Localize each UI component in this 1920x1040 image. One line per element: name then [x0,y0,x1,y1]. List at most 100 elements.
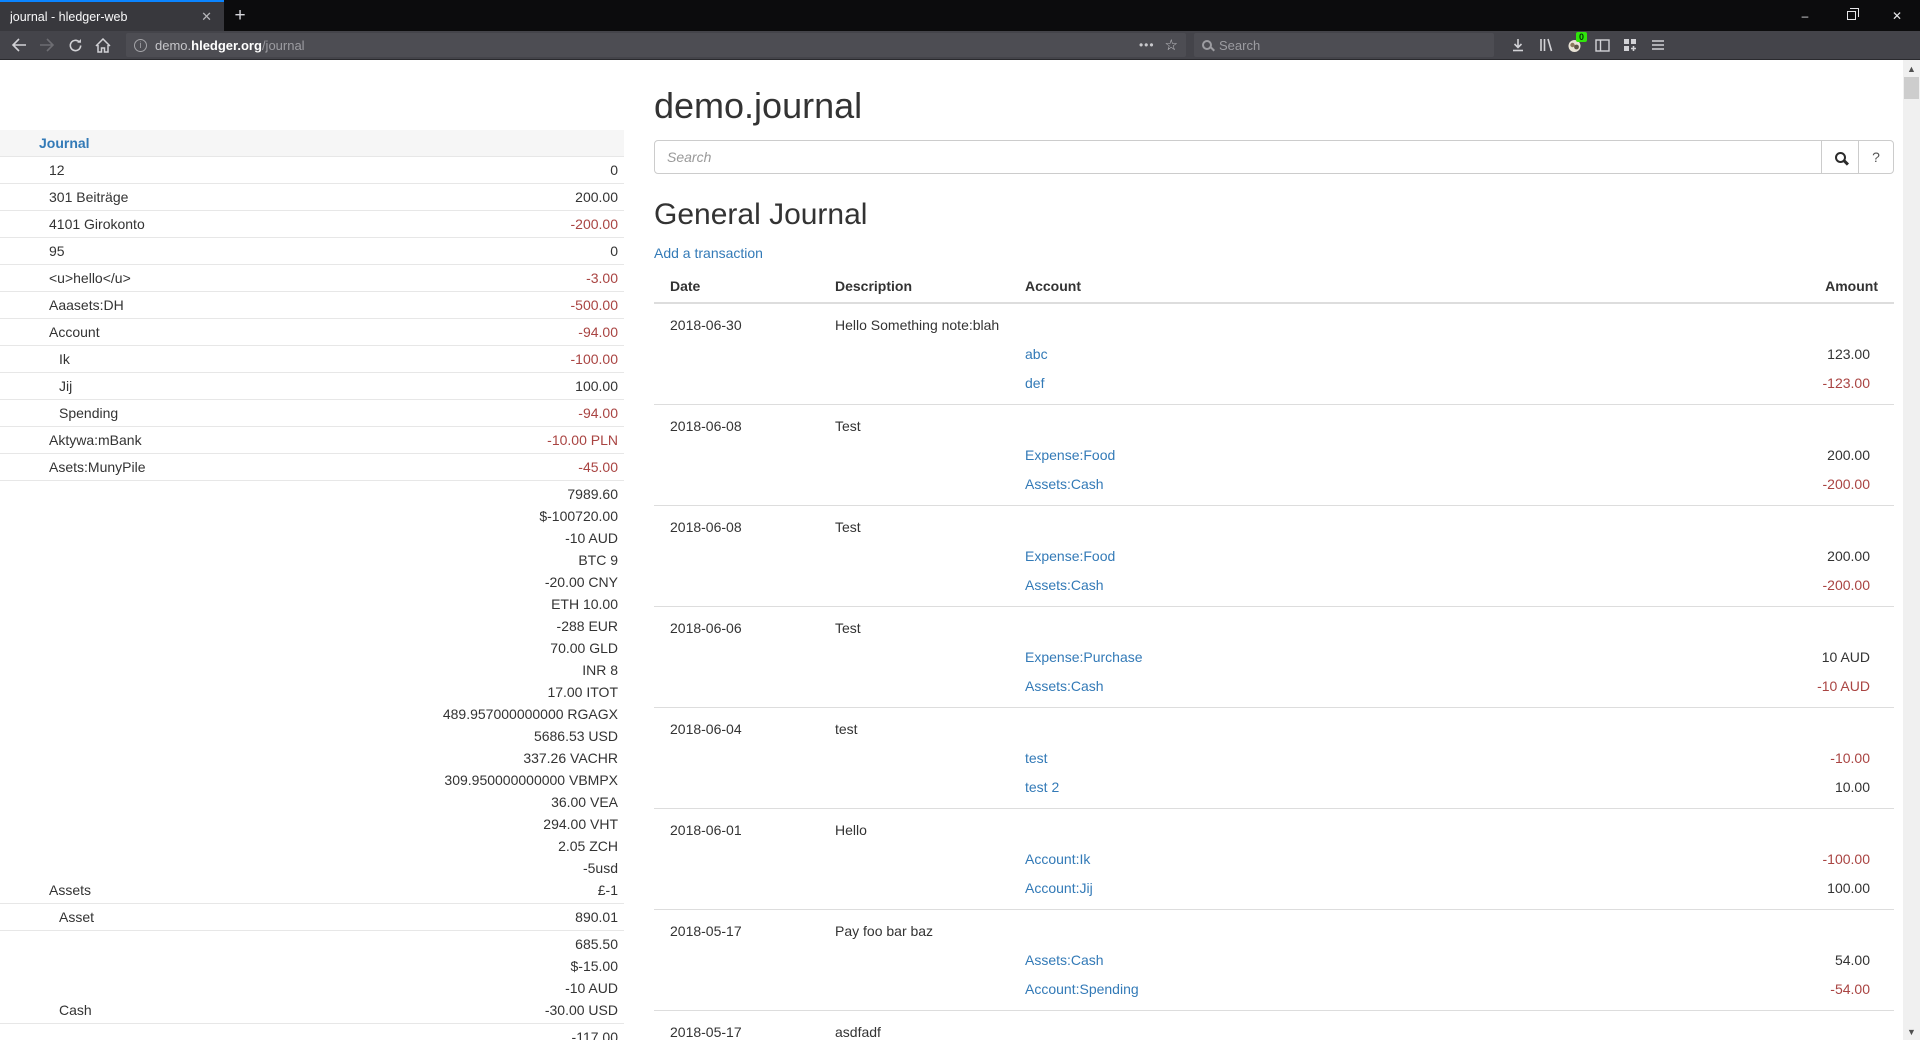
transactions-table: Date Description Account Amount 2018-06-… [654,270,1894,1040]
home-button[interactable] [90,33,116,57]
forward-button[interactable] [34,33,60,57]
toolbar-search-input[interactable]: Search [1194,33,1494,57]
sidebar-account-balance: -200.00 [570,216,618,232]
page-title: demo.journal [654,85,863,126]
sidebar-account-link[interactable]: Aaasets:DH [49,297,124,313]
scrollbar-up-arrow[interactable]: ▲ [1907,63,1916,74]
add-transaction-link[interactable]: Add a transaction [654,245,763,261]
posting-account-link[interactable]: def [1025,375,1045,391]
transaction-row[interactable]: 2018-06-06 Test Expense:Purchase 10 AUD Asse… [654,607,1894,708]
posting-account-link[interactable]: abc [1025,346,1048,362]
menu-button[interactable] [1644,33,1672,57]
posting-account-link[interactable]: Expense:Food [1025,447,1116,463]
browser-nav-bar: i demo.hledger.org/journal ••• ☆ Search … [0,31,1920,60]
posting-account-link[interactable]: test [1025,750,1048,766]
posting-account-link[interactable]: Expense:Purchase [1025,649,1143,665]
sidebar-account-row: Asset 890.01 [0,904,624,931]
sidebar-account-balance: 100.00 [575,378,618,394]
transaction-row[interactable]: 2018-06-01 Hello Account:Ik -100.00 Account:… [654,809,1894,910]
back-button[interactable] [6,33,32,57]
tab-close-icon[interactable]: ✕ [201,8,212,24]
site-info-icon[interactable]: i [134,38,147,52]
posting-account-link[interactable]: Assets:Cash [1025,952,1104,968]
col-header-amount: Amount [1825,278,1878,294]
sidebar-account-balance: 890.01 [575,909,618,925]
transaction-description: Test [835,418,861,434]
transaction-row[interactable]: 2018-06-08 Test Expense:Food 200.00 Assets:C… [654,506,1894,607]
extension-button[interactable]: 0 [1560,32,1588,57]
transaction-description: Test [835,620,861,636]
sidebar-account-link[interactable]: 4101 Girokonto [49,216,145,232]
transaction-row[interactable]: 2018-06-08 Test Expense:Food 200.00 Assets:C… [654,405,1894,506]
browser-tab[interactable]: journal - hledger-web ✕ [0,0,224,31]
sidebar-account-row: -117.00 [0,1024,624,1040]
scrollbar-thumb[interactable] [1904,77,1919,99]
sidebar-account-link[interactable]: 12 [49,162,65,178]
sidebars-button[interactable] [1588,33,1616,57]
reload-button[interactable] [62,33,88,57]
transaction-description: Test [835,519,861,535]
window-restore-button[interactable] [1828,0,1874,31]
downloads-button[interactable] [1504,33,1532,57]
sidebar-account-link[interactable]: 95 [49,243,65,259]
posting-account-link[interactable]: test 2 [1025,779,1060,795]
posting-account-link[interactable]: Assets:Cash [1025,476,1104,492]
transaction-description: Hello Something note:blah [835,317,1000,333]
sidebar-account-balance: 0 [610,243,618,259]
page-scrollbar[interactable]: ▲ ▼ [1903,60,1920,1040]
journal-search-input[interactable] [654,140,1822,174]
page-content: Journal 12 0 301 Beiträge 200.00 4101 Giroko… [0,60,1920,1040]
col-header-date: Date [670,278,701,294]
posting-account-link[interactable]: Assets:Cash [1025,577,1104,593]
sidebar-account-row: Account -94.00 [0,319,624,346]
library-button[interactable] [1532,33,1560,57]
new-tab-button[interactable]: + [234,4,246,26]
sidebar-account-link[interactable]: Asset [59,909,95,925]
transaction-row[interactable]: 2018-05-17asdfadfssdf100.00tttt-100.00 [654,1011,1894,1040]
search-submit-button[interactable] [1821,140,1859,174]
transaction-row[interactable]: 2018-06-30 Hello Something note:blah abc 12… [654,304,1894,405]
sidebar-account-link[interactable]: Ik [59,351,70,367]
tab-title: journal - hledger-web [10,9,128,24]
sidebar-account-balance: -94.00 [578,324,618,340]
restore-icon [1846,8,1859,20]
posting-account-link[interactable]: Account:Spending [1025,981,1139,997]
sidebar-account-balance: -45.00 [578,459,618,475]
url-bar[interactable]: i demo.hledger.org/journal ••• ☆ [126,33,1186,57]
sidebar-account-link[interactable]: Aktywa:mBank [49,432,142,448]
posting-amount: -200.00 [1822,476,1870,492]
bookmark-star-icon[interactable]: ☆ [1164,37,1178,54]
journal-link[interactable]: Journal [39,135,90,151]
section-title: General Journal [654,198,868,231]
sidebar-account-link[interactable]: 301 Beiträge [49,189,129,205]
scrollbar-down-arrow[interactable]: ▼ [1907,1026,1916,1037]
search-help-button[interactable]: ? [1858,140,1894,174]
transaction-row[interactable]: 2018-06-04 test test -10.00 test 2 10.00 [654,708,1894,809]
sidebar-account-link[interactable]: Account [49,324,100,340]
transaction-date: 2018-06-08 [670,519,742,535]
posting-account-link[interactable]: Expense:Food [1025,548,1116,564]
sidebar-account-link[interactable]: Assets [49,882,92,898]
posting-amount: -54.00 [1830,981,1870,997]
posting-account-link[interactable]: Account:Jij [1025,880,1093,896]
sidebar-account-link[interactable]: Cash [59,1002,92,1018]
journal-main: demo.journal ? General Journal Add a tra… [624,60,1920,1040]
sidebar-account-link[interactable]: Spending [59,405,119,421]
sidebar-account-link[interactable]: Jij [59,378,73,394]
posting-amount: 200.00 [1827,548,1870,564]
sidebar-account-balance: 685.50 $-15.00 -10 AUD -30.00 USD [544,936,618,1018]
sidebar-account-row: 301 Beiträge 200.00 [0,184,624,211]
posting-amount: 10.00 [1834,779,1870,795]
transaction-row[interactable]: 2018-05-17 Pay foo bar baz Assets:Cash 54.0… [654,910,1894,1011]
transaction-date: 2018-05-17 [670,923,742,939]
page-actions-icon[interactable]: ••• [1138,38,1155,52]
download-icon [1513,39,1523,52]
posting-account-link[interactable]: Assets:Cash [1025,678,1104,694]
window-close-button[interactable]: ✕ [1891,8,1903,23]
window-minimize-button[interactable]: – [1801,8,1809,23]
sidebar-account-link[interactable]: <u>hello</u> [49,270,131,286]
sidebar-account-balance: -94.00 [578,405,618,421]
apps-button[interactable] [1616,33,1644,57]
posting-account-link[interactable]: Account:Ik [1025,851,1091,867]
sidebar-account-link[interactable]: Asets:MunyPile [49,459,146,475]
